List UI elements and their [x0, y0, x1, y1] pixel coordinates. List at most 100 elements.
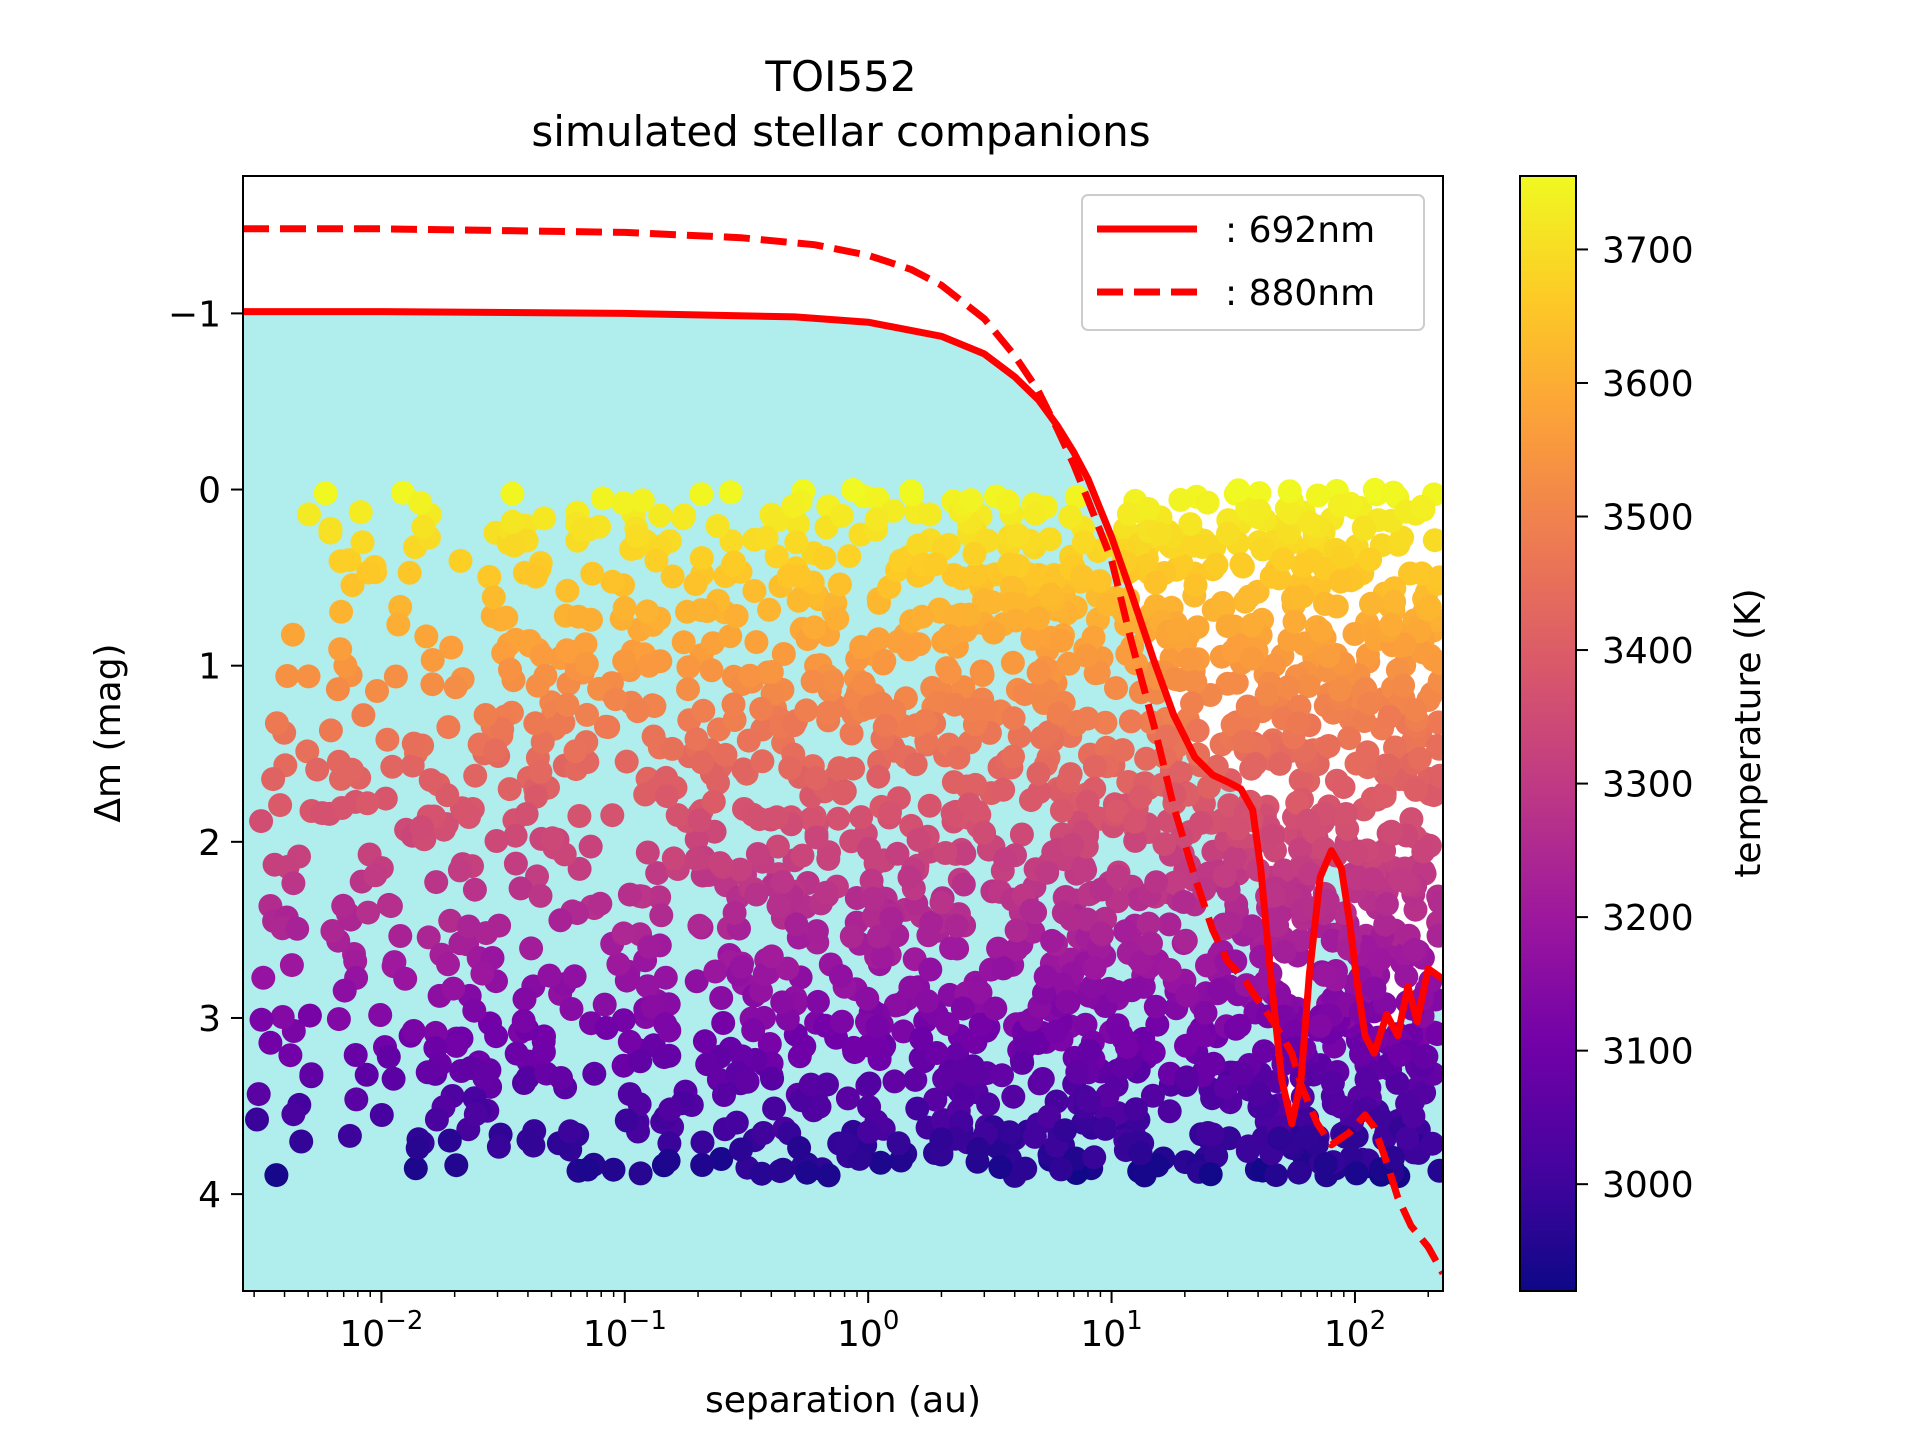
colorbar-tick-label: 3100: [1602, 1032, 1694, 1073]
companion-point: [1128, 1141, 1153, 1166]
companion-points: [245, 477, 1443, 1189]
companion-point: [941, 604, 966, 629]
companion-point: [1040, 928, 1064, 953]
companion-point: [1000, 650, 1025, 675]
companion-point: [356, 900, 381, 925]
companion-point: [1173, 928, 1198, 953]
companion-point: [766, 893, 791, 918]
companion-point: [401, 1019, 426, 1043]
companion-point: [923, 552, 948, 577]
companion-point: [470, 961, 495, 986]
companion-point: [841, 478, 866, 502]
companion-point: [1104, 676, 1128, 701]
companion-point: [529, 643, 554, 668]
y-tick-label: 2: [198, 823, 221, 864]
companion-point: [1296, 808, 1321, 833]
companion-point: [724, 1110, 749, 1135]
companion-point: [687, 808, 712, 833]
companion-point: [829, 503, 854, 528]
companion-point: [1136, 497, 1161, 521]
companion-point: [1427, 1158, 1443, 1183]
companion-point: [1309, 618, 1333, 643]
companion-point: [964, 562, 989, 587]
companion-point: [498, 657, 522, 682]
companion-point: [435, 783, 460, 808]
companion-point: [1089, 877, 1114, 902]
companion-point: [1426, 733, 1443, 758]
companion-point: [1006, 523, 1031, 548]
companion-point: [1382, 589, 1407, 614]
companion-point: [1070, 564, 1094, 589]
companion-point: [1183, 573, 1208, 598]
companion-point: [1427, 890, 1443, 915]
companion-point: [1422, 528, 1443, 553]
companion-point: [436, 952, 460, 977]
companion-point: [1027, 780, 1052, 805]
companion-point: [644, 548, 669, 573]
companion-point: [1026, 761, 1051, 786]
companion-point: [815, 1072, 839, 1097]
companion-point: [959, 488, 983, 513]
companion-point: [1082, 754, 1107, 779]
colorbar-tick-label: 3400: [1602, 631, 1694, 672]
companion-point: [1223, 845, 1248, 870]
companion-point: [1308, 1014, 1333, 1039]
companion-point: [1007, 724, 1032, 749]
companion-point: [699, 658, 724, 683]
companion-point: [1140, 1083, 1165, 1108]
companion-point: [654, 784, 679, 809]
companion-point: [582, 1061, 607, 1086]
companion-point: [1058, 505, 1083, 529]
companion-point: [660, 564, 685, 589]
companion-point: [415, 1060, 440, 1085]
companion-point: [1297, 510, 1322, 535]
companion-point: [331, 893, 356, 918]
companion-point: [672, 503, 697, 528]
companion-point: [530, 730, 555, 755]
companion-point: [703, 959, 728, 984]
companion-point: [976, 1092, 1001, 1117]
companion-point: [991, 956, 1016, 981]
companion-point: [996, 489, 1020, 514]
companion-point: [318, 516, 343, 541]
companion-point: [1360, 867, 1385, 892]
companion-point: [328, 549, 353, 574]
companion-point: [1427, 763, 1443, 788]
companion-point: [635, 840, 660, 865]
companion-point: [1331, 775, 1356, 800]
companion-point: [781, 494, 806, 519]
companion-point: [354, 1062, 379, 1087]
companion-point: [648, 503, 673, 528]
companion-point: [910, 604, 935, 629]
colorbar: 3000 3100 3200 3300 3400 3500 3600 3700 tempera…: [1519, 175, 1769, 1292]
y-tick-label: 0: [198, 471, 221, 512]
companion-point: [614, 1108, 639, 1133]
companion-point: [1123, 1097, 1148, 1122]
companion-point: [983, 996, 1008, 1021]
companion-point: [494, 605, 519, 630]
companion-point: [837, 544, 862, 569]
companion-point: [326, 1007, 351, 1032]
companion-point: [839, 721, 864, 746]
companion-point: [990, 1063, 1014, 1088]
companion-point: [1195, 490, 1220, 515]
companion-point: [515, 1065, 540, 1090]
companion-point: [924, 1041, 949, 1065]
companion-point: [1262, 653, 1287, 678]
companion-point: [1157, 912, 1182, 937]
companion-point: [1410, 494, 1434, 519]
companion-point: [683, 572, 708, 597]
companion-point: [1165, 617, 1190, 642]
companion-point: [744, 882, 769, 907]
companion-point: [770, 870, 795, 895]
contrast-curve-692nm: [243, 308, 1443, 1128]
companion-point: [612, 649, 637, 674]
companion-point: [937, 660, 962, 685]
companion-point: [800, 669, 825, 694]
companion-point: [1213, 1075, 1238, 1100]
companion-point: [929, 1127, 954, 1152]
companion-point: [1393, 869, 1418, 894]
companion-point: [1113, 919, 1138, 944]
companion-point: [816, 846, 841, 871]
